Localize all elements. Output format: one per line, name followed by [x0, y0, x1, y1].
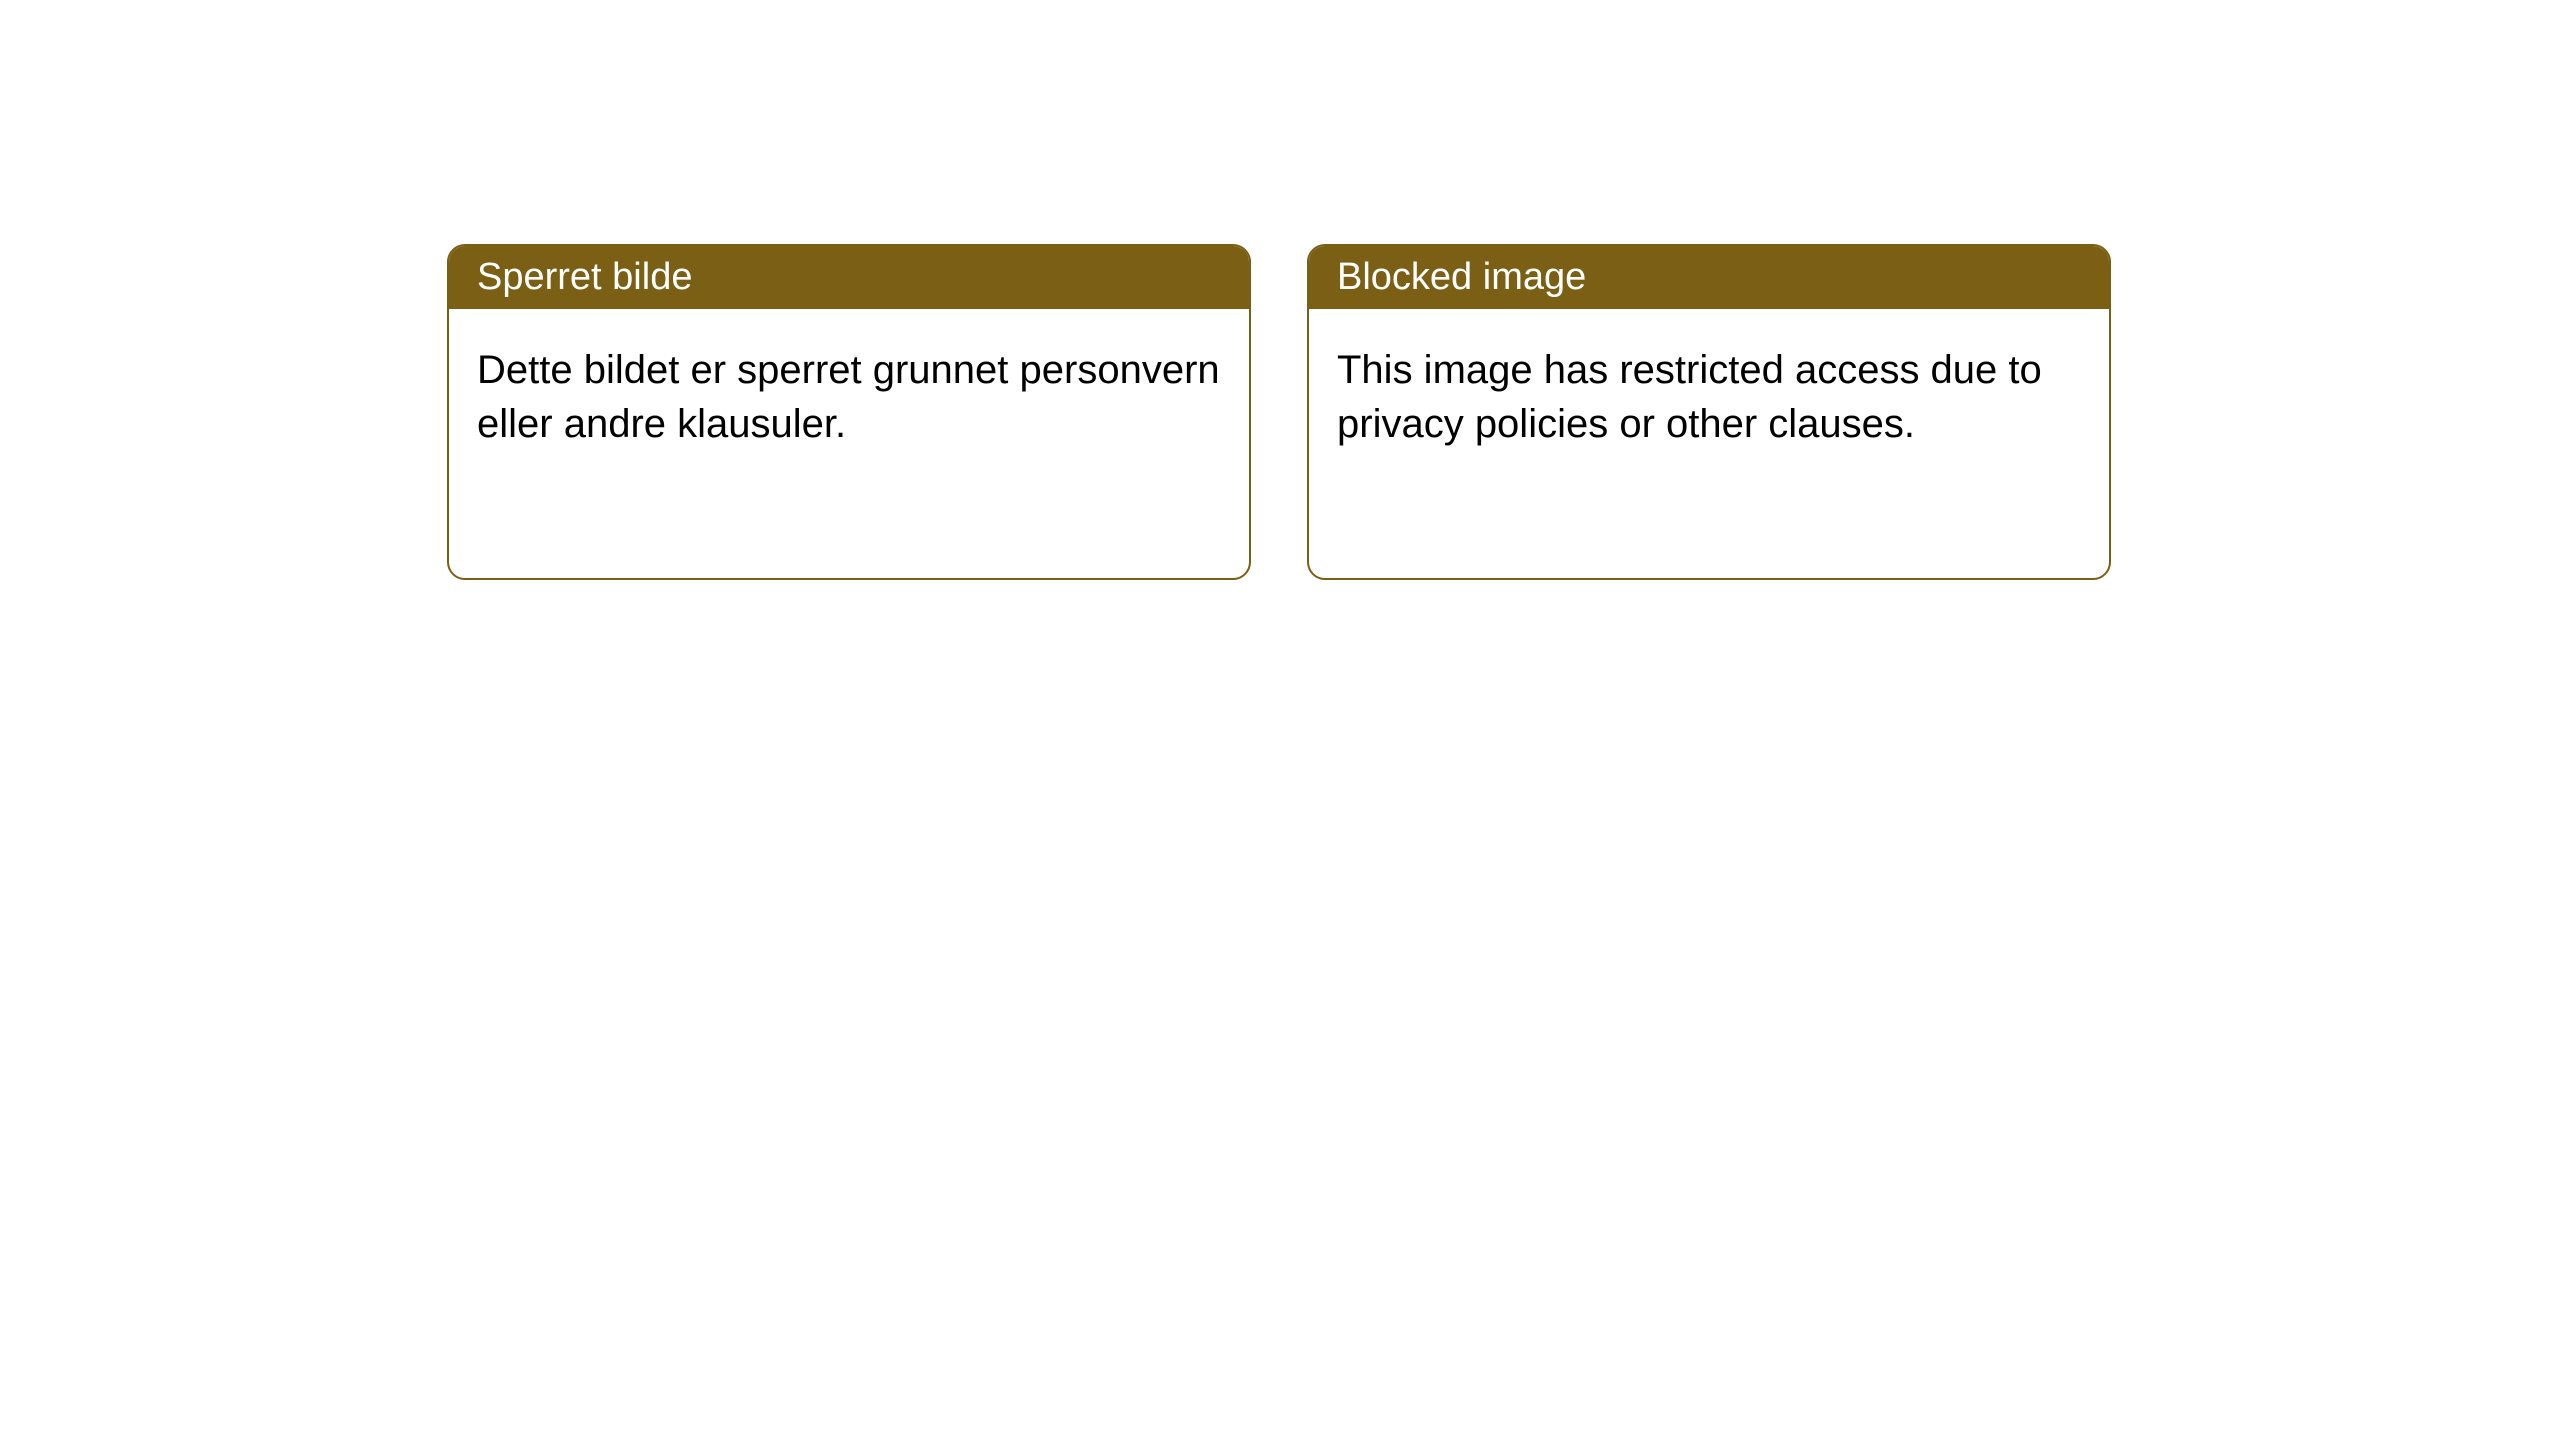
- notice-body-norwegian: Dette bildet er sperret grunnet personve…: [449, 309, 1249, 485]
- notice-title-english: Blocked image: [1337, 256, 1586, 298]
- notice-header-english: Blocked image: [1309, 246, 2109, 309]
- notice-body-english: This image has restricted access due to …: [1309, 309, 2109, 485]
- notice-title-norwegian: Sperret bilde: [477, 256, 692, 298]
- notice-text-english: This image has restricted access due to …: [1337, 348, 2042, 446]
- notice-header-norwegian: Sperret bilde: [449, 246, 1249, 309]
- notice-container: Sperret bilde Dette bildet er sperret gr…: [447, 244, 2111, 580]
- notice-card-english: Blocked image This image has restricted …: [1307, 244, 2111, 580]
- notice-card-norwegian: Sperret bilde Dette bildet er sperret gr…: [447, 244, 1251, 580]
- notice-text-norwegian: Dette bildet er sperret grunnet personve…: [477, 348, 1220, 446]
